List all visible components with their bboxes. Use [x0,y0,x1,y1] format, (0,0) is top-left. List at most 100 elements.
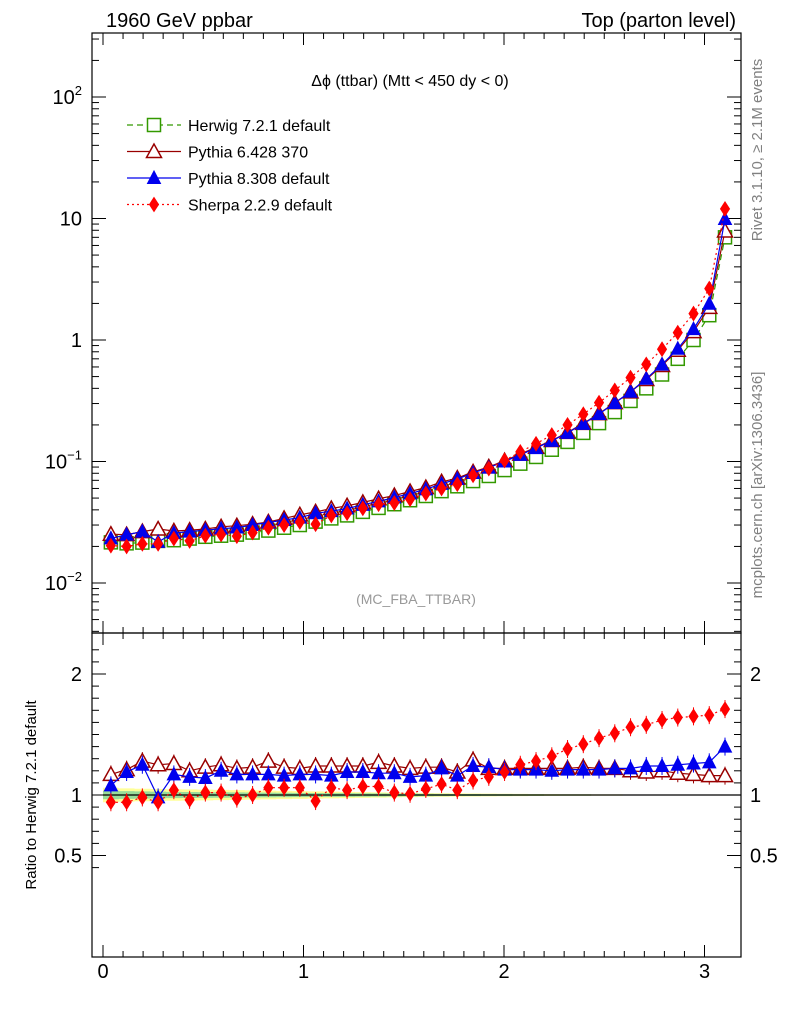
sherpa-point [105,537,116,554]
pythia8-point [686,320,701,336]
sherpa-point [153,535,164,552]
sherpa-point [231,528,242,545]
pythia8-ratio-point [686,755,701,770]
sherpa-point [562,417,573,433]
sherpa-point [467,467,479,484]
pythia8-point [670,340,686,355]
sherpa-ratio-point [326,779,337,796]
x-tick-label: 0 [97,961,108,983]
sherpa-point [499,452,510,469]
ratio-plot-panel: 0 1 2 3 0.5 0.5 1 1 2 2 Ratio to Herwig 7.2.1 def… [23,632,778,983]
pythia6-ratio-point [149,755,167,772]
y-tick-label: 10−1 [45,448,82,474]
pythia8-ratio-point [670,756,686,771]
sherpa-point [278,517,290,533]
sherpa-point [483,460,494,477]
pythia8-ratio-point [198,769,213,785]
y-tick-label: 1 [750,785,761,807]
pythia6-ratio-point [716,766,734,783]
sherpa-ratio-point [341,782,353,799]
sherpa-ratio-point [216,784,227,801]
sherpa-ratio-point [483,768,494,785]
legend-marker-pythia8 [146,169,162,184]
y-tick-label: 0.5 [750,846,778,868]
y-tick-label-exp: −1 [67,448,82,463]
y-tick-label-base: 10 [45,452,67,474]
sherpa-ratio-point [278,779,290,796]
analysis-tag: (MC_FBA_TTBAR) [356,591,476,607]
sherpa-point [200,527,211,544]
sherpa-point [373,496,384,513]
pythia8-point [654,356,670,371]
y-tick-label: 1 [71,785,82,807]
sherpa-ratio-point [231,790,242,807]
sherpa-point [593,394,605,411]
sherpa-ratio-point [310,793,321,809]
sherpa-point [452,476,463,493]
pythia8-ratio-point [339,763,355,779]
ratio-ylabel: Ratio to Herwig 7.2.1 default [23,700,40,890]
pythia8-ratio-point [607,760,623,775]
sherpa-ratio-point [247,787,258,803]
y-tick-label: 10−2 [45,569,82,595]
sherpa-ratio-point [137,789,148,806]
sherpa-point [216,526,227,543]
sherpa-line [110,208,726,548]
legend-marker-pythia6 [145,142,163,159]
sherpa-ratio-point [389,784,400,801]
sherpa-ratio-line [110,708,726,803]
sherpa-ratio-point [373,778,384,795]
plot-title: Δϕ (ttbar) (Mtt < 450 dy < 0) [311,73,509,90]
pythia8-ratio-point [182,768,197,783]
pythia8-ratio-point [135,756,150,771]
sherpa-ratio-point [436,776,447,793]
sherpa-point [625,369,636,386]
sherpa-point [641,356,652,373]
pythia8-ratio-point [638,757,654,772]
sherpa-point [719,200,731,217]
mcplots-label: mcplots.cern.ch [arXiv:1306.3436] [749,372,766,599]
pythia8-ratio-point [387,765,402,780]
pythia8-ratio-point [560,761,575,776]
pythia6-line [110,230,726,536]
sherpa-ratio-point [121,794,132,811]
sherpa-ratio-point [593,730,605,747]
pythia8-line [110,218,726,543]
sherpa-point [294,514,305,530]
sherpa-ratio-point [499,764,510,780]
y-tick-label: 2 [71,664,82,686]
sherpa-point [121,538,132,555]
sherpa-point [310,516,321,533]
sherpa-ratio-point [641,716,652,733]
pythia8-ratio-point [245,766,260,781]
sherpa-point [404,491,416,508]
pythia8-ratio-point [308,766,323,781]
sherpa-point [436,480,447,497]
sherpa-ratio-point [168,782,179,799]
sherpa-ratio-point [625,719,636,736]
header-left: 1960 GeV ppbar [106,10,253,32]
sherpa-ratio-point [153,794,164,811]
legend-label-pythia8: Pythia 8.308 default [188,171,330,188]
legend-label-pythia6: Pythia 6.428 370 [188,145,308,162]
sherpa-point [609,382,620,399]
sherpa-ratio-point [357,778,368,795]
pythia8-ratio-point [623,760,638,775]
sherpa-point [247,524,258,541]
pythia6-point [149,520,167,536]
pythia8-ratio-point [544,762,560,777]
pythia8-ratio-point [717,738,733,753]
sherpa-point [530,435,542,452]
x-tick-label: 1 [298,961,309,983]
sherpa-point [578,406,589,423]
pythia8-point [701,295,717,310]
pythia8-ratio-point [434,760,449,775]
pythia8-ratio-line [110,746,726,799]
y-tick-label: 10 [60,209,82,231]
sherpa-point [168,530,179,547]
legend-marker-sherpa [148,196,160,213]
y-tick-label: 2 [750,664,761,686]
sherpa-ratio-point [672,709,683,726]
